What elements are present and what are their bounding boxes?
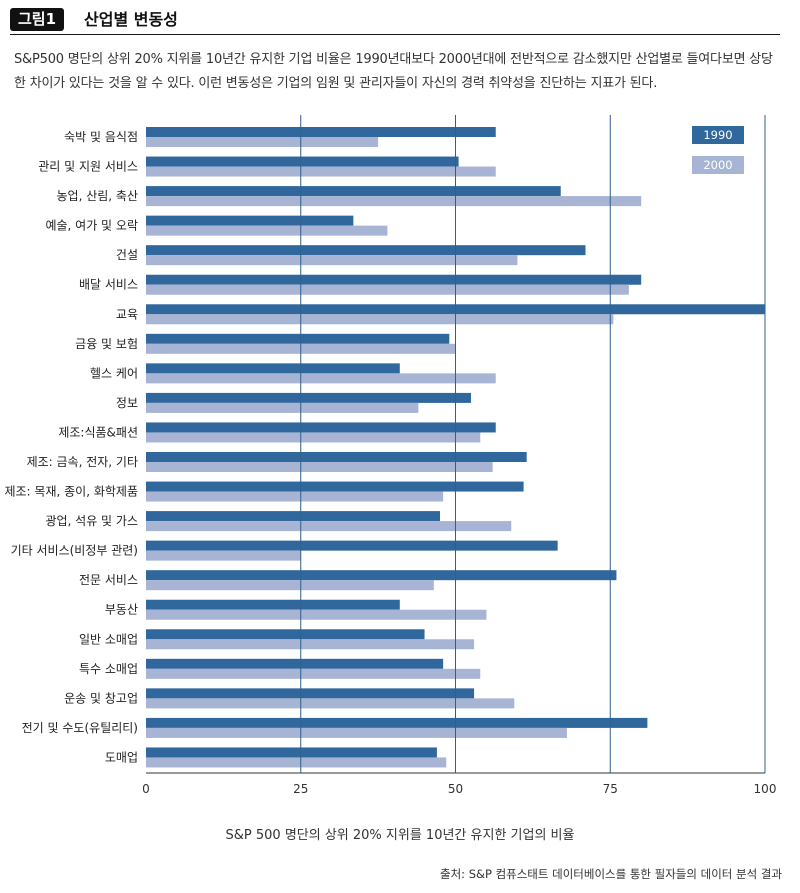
bar-1990-8: [146, 363, 400, 374]
bar-1990-1: [146, 156, 459, 167]
category-label-1: 관리 및 지원 서비스: [38, 160, 138, 174]
legend-label-2000: 2000: [703, 158, 732, 172]
category-label-6: 교육: [116, 307, 138, 321]
figure-description: S&P500 명단의 상위 20% 지위를 10년간 유지한 기업 비율은 19…: [14, 52, 773, 91]
bar-1990-7: [146, 333, 450, 344]
bar-1990-0: [146, 127, 496, 137]
category-label-2: 농업, 산림, 축산: [57, 189, 139, 203]
bar-1990-21: [146, 747, 437, 758]
bar-2000-11: [146, 462, 493, 472]
category-label-7: 금융 및 보험: [75, 337, 138, 351]
bar-1990-15: [146, 570, 617, 581]
category-label-8: 헬스 케어: [90, 366, 138, 380]
bar-1990-16: [146, 599, 400, 610]
figure-title: 산업별 변동성: [84, 10, 178, 29]
category-label-18: 특수 소매업: [79, 662, 138, 676]
category-label-10: 제조:식품&패션: [58, 425, 138, 439]
bar-2000-1: [146, 166, 496, 177]
bar-1990-4: [146, 245, 586, 256]
category-label-3: 예술, 여가 및 오락: [45, 219, 138, 233]
category-label-14: 기타 서비스(비정부 관련): [11, 544, 138, 558]
bar-2000-2: [146, 196, 642, 207]
bar-2000-8: [146, 373, 496, 384]
bar-2000-16: [146, 609, 487, 620]
bar-2000-6: [146, 314, 614, 325]
category-label-16: 부동산: [105, 603, 138, 617]
category-label-17: 일반 소매업: [79, 632, 138, 646]
category-label-13: 광업, 석유 및 가스: [45, 514, 138, 528]
bar-2000-10: [146, 432, 481, 443]
category-label-11: 제조: 금속, 전자, 기타: [27, 455, 138, 469]
bar-1990-2: [146, 186, 561, 197]
bar-1990-12: [146, 481, 524, 492]
category-label-5: 배달 서비스: [79, 278, 138, 292]
x-axis-title: S&P 500 명단의 상위 20% 지위를 10년간 유지한 기업의 비율: [225, 828, 575, 843]
bar-1990-17: [146, 629, 425, 640]
bar-2000-5: [146, 284, 629, 295]
category-label-19: 운송 및 창고업: [64, 691, 138, 705]
bar-2000-17: [146, 639, 475, 650]
legend-swatch-1990: [692, 126, 744, 144]
bar-2000-14: [146, 550, 301, 561]
bar-2000-15: [146, 580, 434, 591]
x-tick-label-50: 50: [448, 782, 463, 796]
source-note: 출처: S&P 컴퓨스태트 데이터베이스를 통한 필자들의 데이터 분석 결과: [440, 867, 782, 881]
figure-header: 그림1 산업별 변동성: [10, 8, 780, 35]
bar-2000-18: [146, 668, 481, 679]
x-tick-label-0: 0: [142, 782, 150, 796]
bar-2000-3: [146, 225, 388, 236]
category-label-12: 제조: 목재, 종이, 화학제품: [4, 485, 138, 499]
bar-2000-20: [146, 727, 567, 738]
bar-1990-10: [146, 422, 496, 433]
bar-1990-13: [146, 511, 441, 522]
bar-1990-5: [146, 274, 642, 285]
category-label-21: 도매업: [105, 750, 138, 764]
bar-2000-4: [146, 255, 518, 266]
bar-1990-11: [146, 452, 527, 462]
category-label-9: 정보: [116, 396, 138, 410]
bar-1990-9: [146, 392, 471, 403]
bar-1990-19: [146, 688, 475, 699]
bar-2000-12: [146, 491, 444, 502]
bar-2000-9: [146, 402, 419, 413]
x-tick-label-100: 100: [754, 782, 777, 796]
category-label-20: 전기 및 수도(유틸리티): [22, 721, 138, 735]
category-label-4: 건설: [116, 248, 138, 262]
bar-2000-19: [146, 698, 515, 709]
bar-1990-3: [146, 215, 354, 226]
bar-2000-0: [146, 137, 379, 147]
bar-2000-13: [146, 521, 512, 532]
figure-badge: 그림1: [10, 8, 65, 31]
legend-swatch-2000: [692, 156, 744, 174]
x-tick-label-25: 25: [293, 782, 308, 796]
x-tick-label-75: 75: [603, 782, 618, 796]
bar-1990-14: [146, 540, 558, 551]
category-label-0: 숙박 및 음식점: [64, 130, 138, 144]
bar-1990-18: [146, 658, 444, 669]
bar-1990-20: [146, 717, 648, 728]
legend-label-1990: 1990: [703, 128, 732, 142]
category-label-15: 전문 서비스: [79, 573, 138, 587]
bar-2000-21: [146, 757, 447, 768]
